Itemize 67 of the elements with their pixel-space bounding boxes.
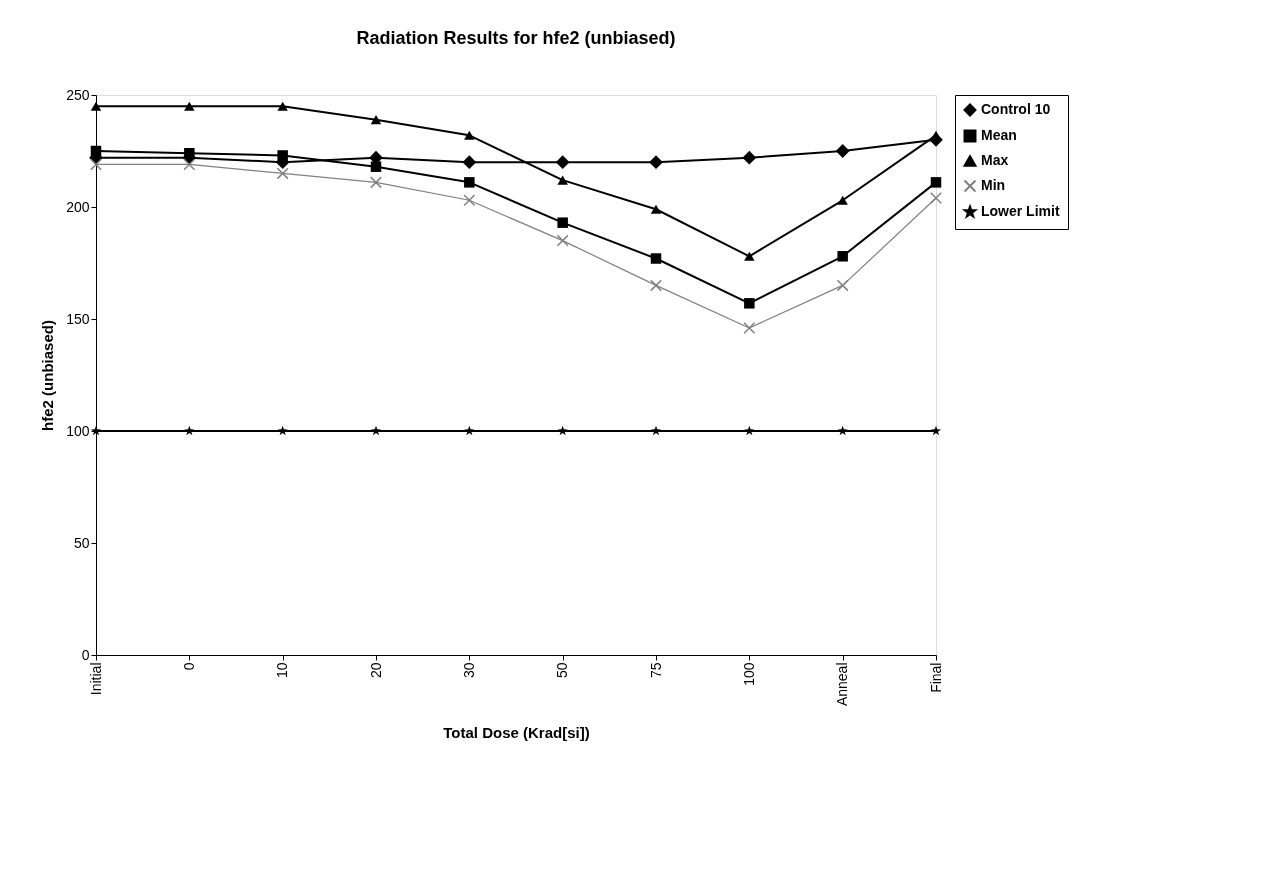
point (557, 425, 568, 436)
x-tick-label: Initial (87, 662, 104, 696)
point (184, 101, 195, 111)
y-tick-label: 0 (81, 646, 90, 663)
point (650, 253, 662, 264)
chart-title: Radiation Results for hfe2 (unbiased) (356, 28, 676, 48)
point (91, 425, 101, 436)
point (837, 195, 848, 205)
y-tick-label: 200 (66, 198, 90, 215)
point (930, 192, 942, 205)
x-tick-label: 75 (647, 662, 664, 679)
point (743, 321, 756, 334)
point (90, 101, 102, 111)
point (556, 234, 569, 247)
legend-label: Lower Limit (981, 203, 1060, 219)
point (183, 158, 196, 171)
point (371, 425, 381, 436)
x-tick-label: 20 (367, 662, 384, 679)
point (370, 161, 382, 172)
x-axis-title: Total Dose (Krad[si]) (443, 724, 590, 742)
point (557, 175, 568, 185)
point (650, 279, 662, 292)
point (184, 425, 195, 436)
y-tick-label: 100 (66, 422, 90, 439)
point (462, 155, 477, 170)
point (463, 194, 476, 207)
point (837, 425, 848, 436)
point (931, 425, 941, 436)
legend-label: Mean (981, 127, 1017, 143)
y-tick-label: 150 (66, 310, 90, 327)
point (649, 155, 663, 170)
point (464, 130, 475, 140)
x-tick-label: 0 (180, 662, 197, 671)
point (90, 158, 102, 171)
point (277, 101, 288, 111)
legend-label: Control 10 (981, 101, 1051, 117)
point (744, 298, 755, 309)
y-tick-label: 50 (73, 534, 90, 551)
legend-label: Min (981, 177, 1006, 193)
x-tick-label: 10 (274, 662, 291, 679)
point (650, 204, 662, 214)
point (651, 425, 661, 436)
x-tick-label: 50 (554, 662, 571, 679)
y-axis-title: hfe2 (unbiased) (39, 320, 57, 431)
point (742, 150, 757, 165)
x-tick-label: 100 (740, 662, 757, 686)
point (276, 167, 289, 180)
point (277, 150, 288, 161)
point (370, 115, 382, 125)
x-tick-label: Anneal (834, 662, 851, 707)
point (464, 177, 475, 188)
point (90, 145, 102, 157)
legend-label: Max (981, 152, 1009, 168)
y-tick-label: 250 (66, 86, 90, 103)
point (555, 155, 570, 170)
point (370, 176, 382, 189)
point (744, 425, 755, 436)
point (557, 217, 568, 228)
point (835, 144, 850, 158)
point (837, 251, 848, 262)
point (836, 279, 849, 292)
point (930, 177, 942, 188)
point (277, 425, 288, 436)
x-tick-label: 30 (460, 662, 477, 679)
x-tick-label: Final (927, 662, 944, 693)
point (464, 425, 475, 436)
point (744, 251, 755, 261)
